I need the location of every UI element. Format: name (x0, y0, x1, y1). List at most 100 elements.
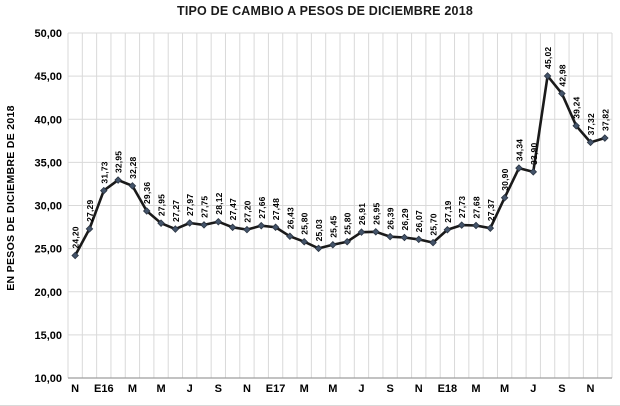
data-point-label: 45,02 (543, 47, 553, 69)
y-tick-label: 10,00 (34, 373, 62, 385)
x-tick-label: J (187, 383, 193, 395)
data-point-label: 27,95 (157, 194, 167, 216)
data-point-label: 26,95 (371, 202, 381, 224)
data-point-label: 28,12 (214, 192, 224, 214)
data-point-marker (472, 221, 480, 230)
y-tick-label: 20,00 (34, 287, 62, 299)
data-point-label: 27,66 (257, 196, 267, 218)
data-point-label: 24,20 (71, 226, 81, 248)
data-point-label: 32,95 (114, 151, 124, 173)
data-point-marker (429, 238, 437, 247)
data-point-label: 27,37 (486, 199, 496, 221)
x-tick-label: S (386, 383, 393, 395)
data-point-marker (500, 193, 509, 202)
data-point-marker (372, 228, 380, 236)
data-point-label: 26,07 (414, 210, 424, 232)
data-point-marker (128, 182, 137, 190)
plot-generated-layer: 50,00 45,00 40,00 35,00 30,00 25,00 20,00 15,00… (34, 28, 613, 395)
data-point-label: 30,90 (500, 168, 510, 190)
data-point-label: 25,70 (429, 213, 439, 235)
x-tick-label: E17 (266, 383, 286, 395)
x-tick-label: S (215, 383, 222, 395)
data-point-label: 27,19 (443, 200, 453, 222)
y-tick-label: 30,00 (34, 201, 62, 213)
data-point-label: 25,80 (343, 212, 353, 234)
data-point-marker (271, 223, 280, 231)
data-point-label: 27,27 (171, 200, 181, 222)
y-tick-label: 40,00 (34, 114, 62, 126)
data-point-marker (572, 122, 580, 130)
y-tick-label: 35,00 (34, 157, 62, 169)
x-tick-label: S (558, 383, 565, 395)
data-point-marker (85, 225, 94, 233)
data-point-marker (329, 240, 337, 249)
x-tick-label: M (300, 383, 309, 395)
x-tick-label: M (500, 383, 509, 395)
data-point-marker (601, 134, 609, 142)
data-point-label: 26,39 (386, 207, 396, 229)
data-point-marker (257, 221, 266, 230)
data-point-label: 27,75 (200, 196, 210, 218)
data-point-marker (543, 72, 552, 80)
data-point-marker (114, 176, 122, 184)
data-point-label: 39,24 (572, 96, 582, 118)
x-tick-label: M (156, 383, 165, 395)
data-point-marker (558, 89, 566, 98)
data-point-marker (100, 186, 108, 195)
data-point-label: 26,43 (285, 207, 295, 229)
data-point-label: 26,29 (400, 208, 410, 230)
y-tick-label: 50,00 (34, 28, 62, 40)
data-point-marker (71, 251, 79, 260)
x-tick-label: N (243, 383, 251, 395)
data-point-label: 29,36 (142, 182, 152, 204)
data-point-label: 34,34 (514, 139, 524, 161)
data-point-marker (443, 225, 452, 234)
data-point-marker (357, 228, 366, 236)
data-point-label: 27,68 (472, 196, 482, 218)
y-tick-label: 25,00 (34, 244, 62, 256)
x-tick-label: M (328, 383, 337, 395)
x-tick-label: J (530, 383, 536, 395)
x-tick-label: E16 (94, 383, 114, 395)
data-point-marker (314, 244, 323, 253)
data-point-marker (414, 235, 423, 244)
chart-title: TIPO DE CAMBIO A PESOS DE DICIEMBRE 2018 (176, 4, 474, 18)
data-point-marker (300, 237, 308, 246)
data-point-marker (529, 168, 538, 176)
data-point-label: 31,73 (99, 161, 109, 183)
data-point-marker (286, 232, 294, 241)
y-tick-label: 45,00 (34, 71, 62, 83)
y-tick-label: 15,00 (34, 330, 62, 342)
data-point-label: 27,29 (85, 200, 95, 222)
data-point-marker (142, 207, 151, 215)
data-point-label: 33,90 (529, 143, 539, 165)
data-point-label: 27,97 (185, 194, 195, 216)
data-point-marker (214, 217, 223, 226)
data-point-label: 27,48 (271, 198, 281, 220)
x-tick-label: J (358, 383, 364, 395)
data-point-marker (586, 138, 595, 147)
x-tick-label: N (71, 383, 79, 395)
data-point-label: 42,98 (557, 64, 567, 86)
data-point-label: 25,45 (328, 215, 338, 237)
data-point-label: 27,47 (228, 198, 238, 220)
data-point-marker (515, 164, 523, 172)
x-tick-label: M (128, 383, 137, 395)
data-point-label: 32,28 (128, 156, 138, 178)
data-point-marker (185, 219, 194, 227)
data-point-marker (200, 221, 208, 229)
data-point-marker (386, 232, 394, 241)
y-axis-title: EN PESOS DE DICIEMBRE DE 2018 (5, 105, 17, 291)
data-point-marker (343, 237, 351, 246)
data-point-marker (171, 225, 180, 233)
data-point-marker (400, 233, 409, 242)
data-point-marker (243, 225, 251, 234)
data-point-marker (486, 224, 495, 232)
x-tick-label: E18 (438, 383, 458, 395)
data-point-label: 25,80 (300, 212, 310, 234)
x-tick-label: M (471, 383, 480, 395)
data-point-marker (457, 221, 466, 229)
data-point-marker (228, 223, 237, 232)
